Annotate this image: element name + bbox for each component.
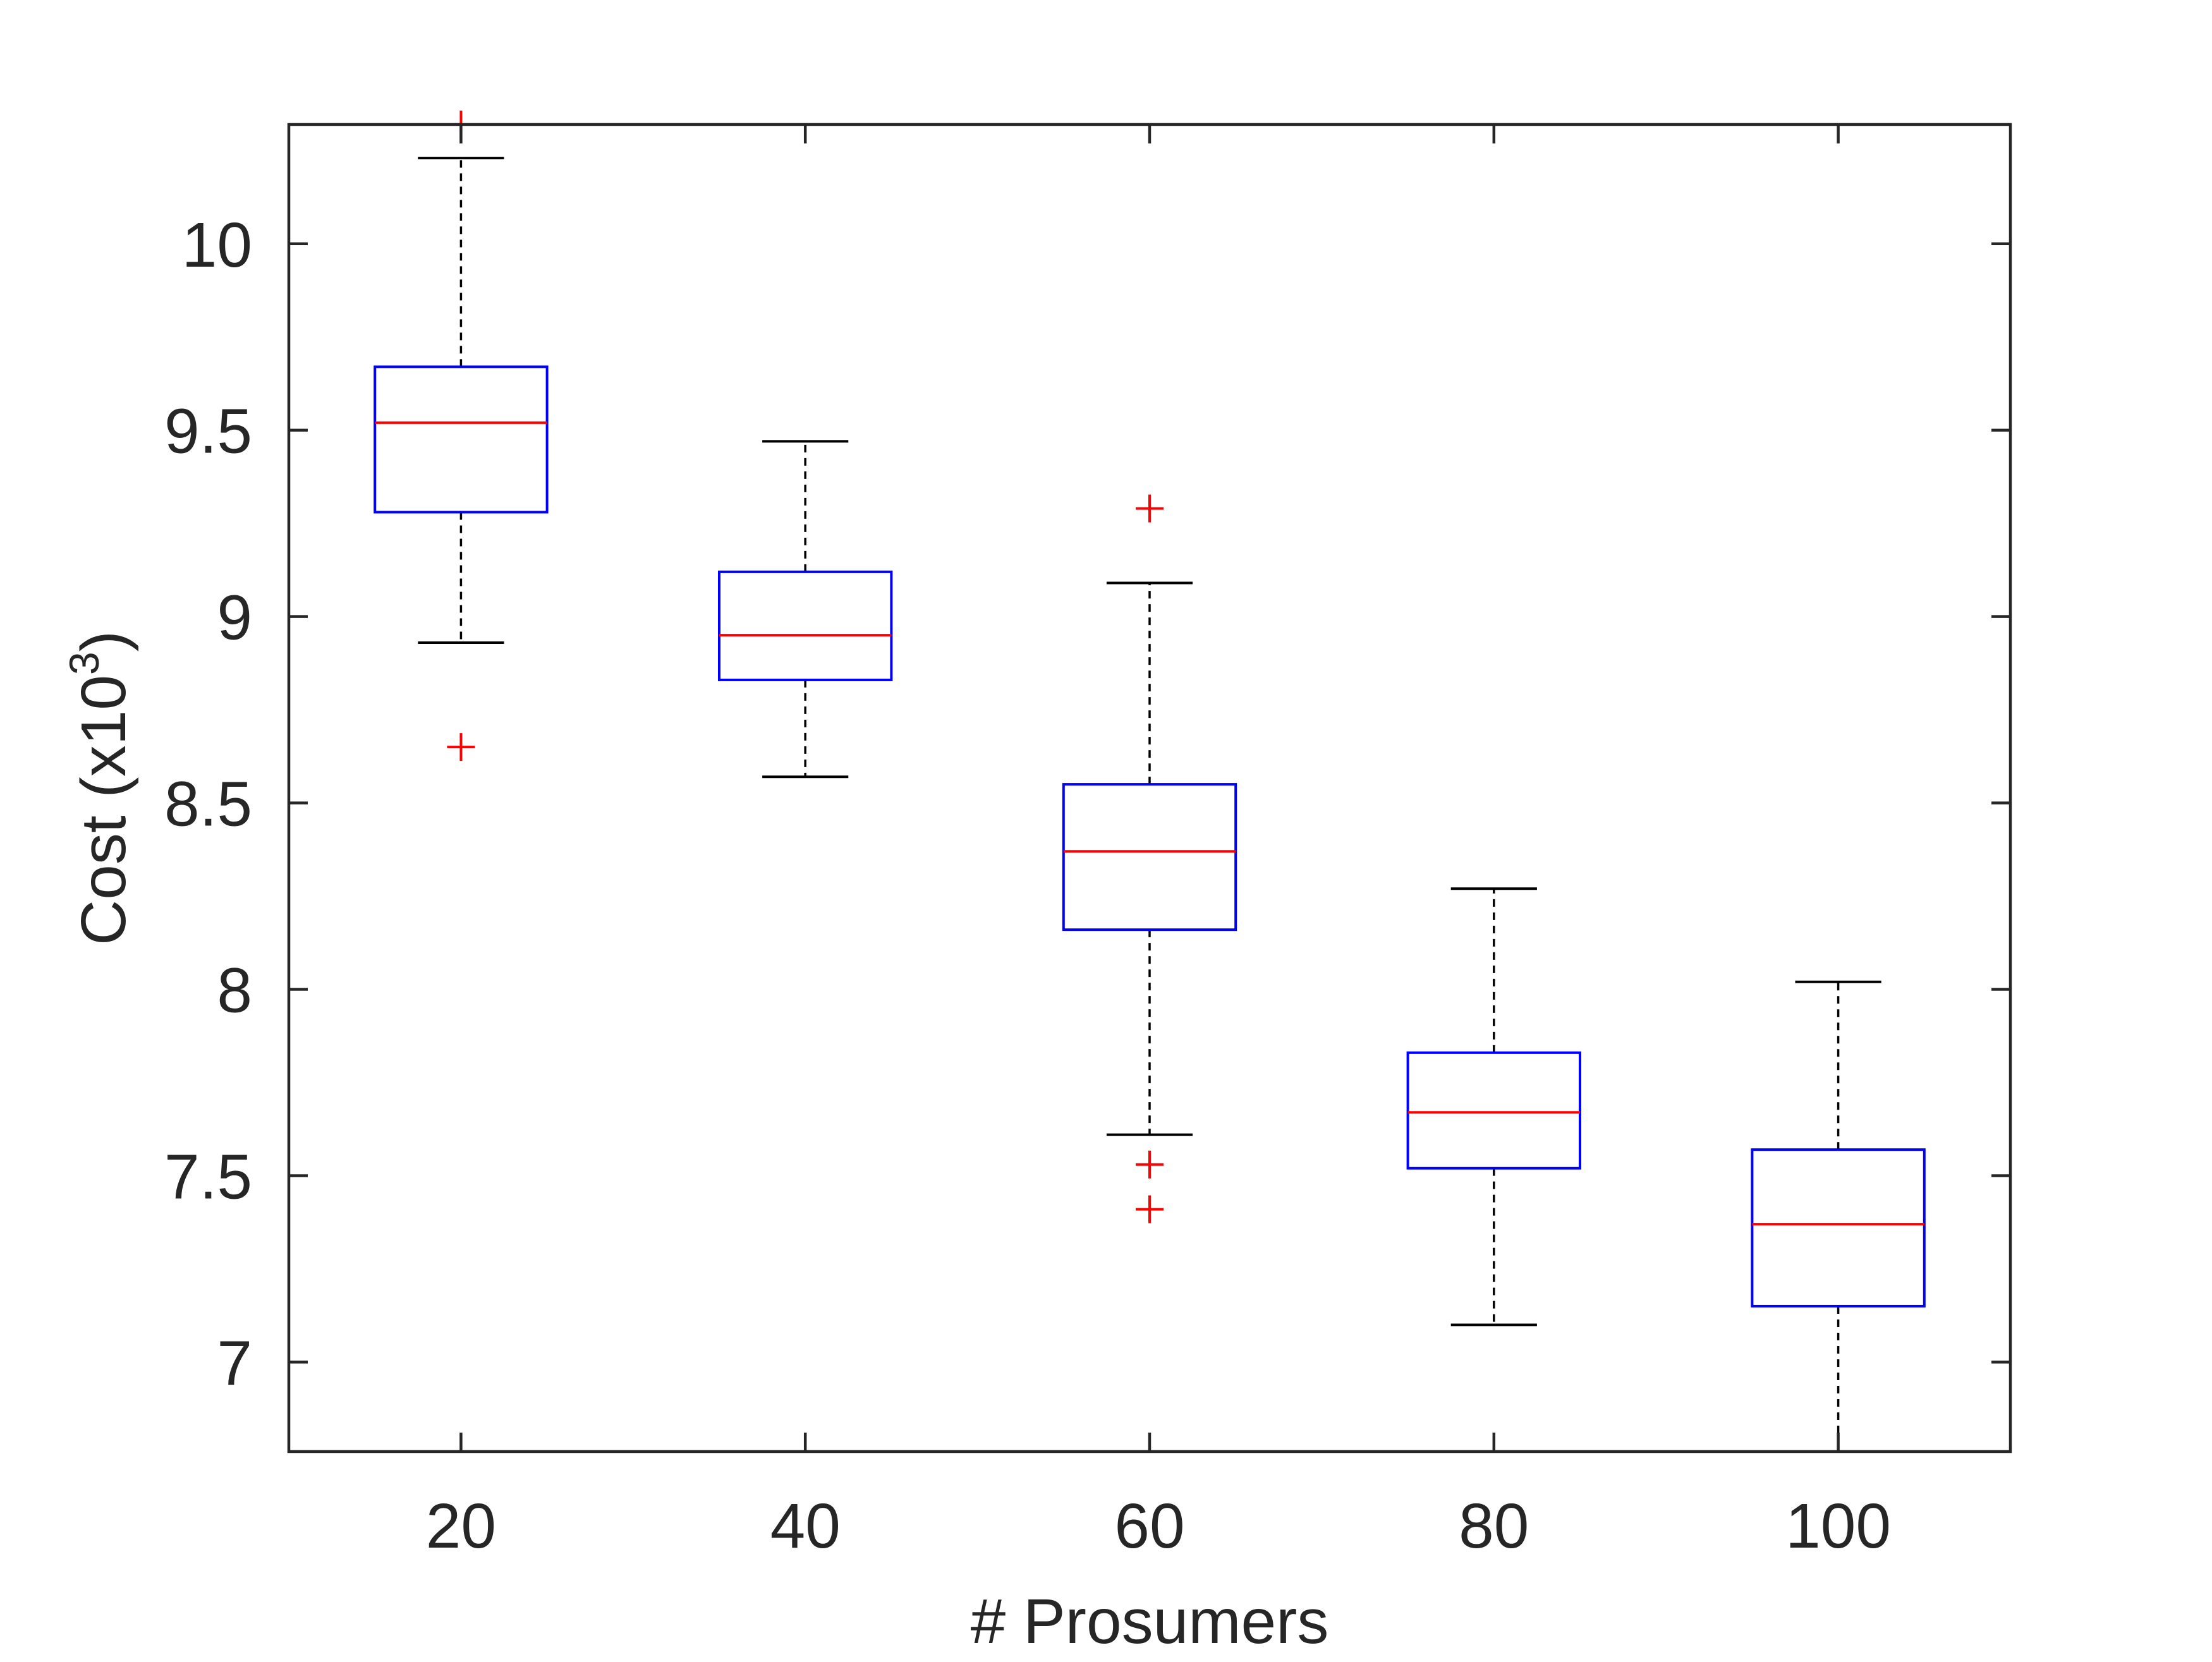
box-group	[718, 440, 893, 779]
y-axis-label-close: )	[68, 631, 139, 652]
box-iqr	[374, 365, 549, 514]
axis-labels: # Prosumers Cost (x103)	[61, 631, 1328, 1657]
box-iqr	[1406, 1051, 1582, 1170]
y-tick-label: 9	[217, 583, 252, 653]
axes-frame	[287, 123, 2012, 1453]
box-group	[1406, 887, 1582, 1326]
y-axis-label-base: Cost (x10	[68, 675, 139, 945]
x-tick-label: 100	[1785, 1491, 1891, 1562]
outlier-marker	[1136, 1195, 1164, 1223]
y-tick-label: 9.5	[164, 396, 252, 467]
outlier-marker	[1136, 494, 1164, 523]
plot-area	[374, 111, 1926, 1453]
axis-ticks: 20 40 60 80 100 7 7.5 8 8.5 9 9.5 10	[164, 124, 2010, 1562]
y-axis-label: Cost (x103)	[61, 631, 139, 945]
y-tick-label: 8	[217, 955, 252, 1026]
outlier-marker	[447, 733, 475, 761]
x-tick-label: 80	[1459, 1491, 1529, 1562]
y-tick-label: 10	[182, 210, 252, 281]
y-tick-label: 7	[217, 1328, 252, 1398]
box-iqr	[1751, 1148, 1926, 1307]
y-tick-label: 8.5	[164, 769, 252, 840]
y-axis-label-exponent: 3	[61, 652, 107, 675]
x-tick-label: 60	[1114, 1491, 1184, 1562]
box-group	[1062, 494, 1237, 1223]
x-axis-label: # Prosumers	[971, 1586, 1329, 1657]
box-iqr	[1062, 783, 1237, 931]
box-iqr	[718, 570, 893, 681]
x-tick-label: 40	[770, 1491, 841, 1562]
outlier-marker	[1136, 1150, 1164, 1179]
x-tick-label: 20	[426, 1491, 496, 1562]
y-tick-label: 7.5	[164, 1141, 252, 1212]
